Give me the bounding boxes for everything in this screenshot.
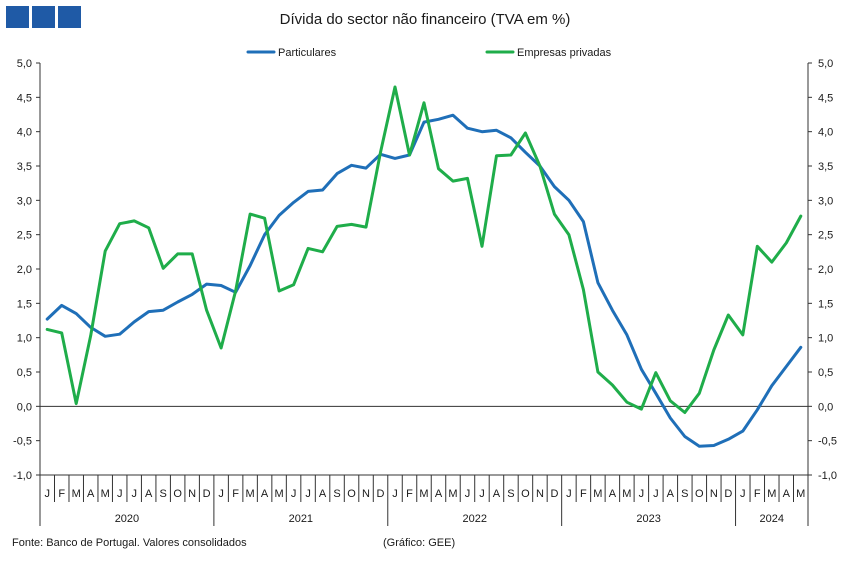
- y-tick-label-right: 1,5: [818, 298, 833, 310]
- y-tick-label-right: 0,0: [818, 401, 833, 413]
- month-label: J: [566, 488, 572, 500]
- month-label: M: [593, 488, 602, 500]
- month-label: M: [767, 488, 776, 500]
- month-label: A: [435, 488, 443, 500]
- gee-logo: [6, 6, 81, 28]
- month-label: A: [783, 488, 791, 500]
- month-label: F: [406, 488, 413, 500]
- year-label: 2020: [115, 513, 139, 525]
- year-label: 2024: [760, 513, 784, 525]
- month-label: M: [796, 488, 805, 500]
- month-label: D: [203, 488, 211, 500]
- month-label: F: [754, 488, 761, 500]
- month-label: O: [521, 488, 530, 500]
- month-label: F: [580, 488, 587, 500]
- month-label: D: [724, 488, 732, 500]
- month-label: N: [536, 488, 544, 500]
- month-label: M: [275, 488, 284, 500]
- year-label: 2021: [289, 513, 313, 525]
- y-tick-label-left: 2,0: [17, 264, 32, 276]
- month-label: A: [609, 488, 617, 500]
- month-label: N: [710, 488, 718, 500]
- y-tick-label-left: 5,0: [17, 58, 32, 70]
- month-label: N: [188, 488, 196, 500]
- legend-label: Empresas privadas: [517, 47, 612, 59]
- month-label: M: [246, 488, 255, 500]
- month-label: F: [58, 488, 65, 500]
- y-tick-label-right: 5,0: [818, 58, 833, 70]
- month-label: M: [448, 488, 457, 500]
- y-tick-label-left: 4,5: [17, 92, 32, 104]
- logo-block: [58, 6, 81, 28]
- month-label: J: [305, 488, 311, 500]
- series-line-particulares: [45, 113, 803, 448]
- year-label: 2022: [462, 513, 486, 525]
- month-label: J: [465, 488, 471, 500]
- y-tick-label-right: 2,0: [818, 264, 833, 276]
- chart-legend: Particulares Empresas privadas: [246, 47, 612, 59]
- source-note: Fonte: Banco de Portugal. Valores consol…: [12, 537, 247, 549]
- y-tick-label-right: 2,5: [818, 230, 833, 242]
- month-label: F: [232, 488, 239, 500]
- month-label: O: [347, 488, 356, 500]
- month-label: D: [377, 488, 385, 500]
- y-tick-label-left: 3,5: [17, 161, 32, 173]
- month-label: M: [101, 488, 110, 500]
- month-label: J: [639, 488, 645, 500]
- legend-label: Particulares: [278, 47, 337, 59]
- month-label: J: [740, 488, 746, 500]
- y-tick-label-left: 2,5: [17, 230, 32, 242]
- y-tick-label-right: 1,0: [818, 333, 833, 345]
- month-label: A: [87, 488, 95, 500]
- logo-block: [6, 6, 29, 28]
- month-label: J: [392, 488, 398, 500]
- month-label: J: [479, 488, 485, 500]
- y-tick-label-left: 0,0: [17, 401, 32, 413]
- month-label: J: [653, 488, 659, 500]
- month-label: J: [117, 488, 123, 500]
- y-tick-label-right: 3,5: [818, 161, 833, 173]
- month-label: A: [493, 488, 501, 500]
- logo-block: [32, 6, 55, 28]
- month-label: A: [261, 488, 269, 500]
- y-tick-label-right: 3,0: [818, 195, 833, 207]
- month-label: A: [145, 488, 153, 500]
- y-tick-label-left: -1,0: [13, 470, 32, 482]
- month-label: S: [681, 488, 688, 500]
- month-label: J: [131, 488, 137, 500]
- month-label: M: [72, 488, 81, 500]
- y-tick-label-left: 0,5: [17, 367, 32, 379]
- y-tick-label-right: 4,0: [818, 127, 833, 139]
- chart-credit: (Gráfico: GEE): [383, 537, 456, 549]
- month-label: N: [362, 488, 370, 500]
- y-tick-label-right: -1,0: [818, 470, 837, 482]
- month-label: J: [218, 488, 224, 500]
- month-label: M: [419, 488, 428, 500]
- chart-axes: -1,0 -1,0 -0,5 -0,5 0,0 0,0 0,5 0,5 1,0 1,0 1,5 1,5…: [13, 58, 837, 526]
- month-label: A: [319, 488, 327, 500]
- series-line-empresas-privadas: [45, 85, 803, 414]
- chart-series: [45, 85, 803, 448]
- y-tick-label-left: 1,0: [17, 333, 32, 345]
- y-tick-label-right: 4,5: [818, 92, 833, 104]
- y-tick-label-left: -0,5: [13, 436, 32, 448]
- month-label: M: [622, 488, 631, 500]
- y-tick-label-left: 4,0: [17, 127, 32, 139]
- month-label: S: [333, 488, 340, 500]
- y-tick-label-right: 0,5: [818, 367, 833, 379]
- y-tick-label-right: -0,5: [818, 436, 837, 448]
- month-label: O: [695, 488, 704, 500]
- month-label: A: [667, 488, 675, 500]
- y-tick-label-left: 1,5: [17, 298, 32, 310]
- month-label: S: [507, 488, 514, 500]
- y-tick-label-left: 3,0: [17, 195, 32, 207]
- month-label: S: [159, 488, 166, 500]
- month-label: O: [173, 488, 182, 500]
- year-label: 2023: [636, 513, 660, 525]
- month-label: D: [550, 488, 558, 500]
- chart-title: Dívida do sector não financeiro (TVA em …: [279, 11, 571, 28]
- month-label: J: [44, 488, 50, 500]
- month-label: J: [291, 488, 297, 500]
